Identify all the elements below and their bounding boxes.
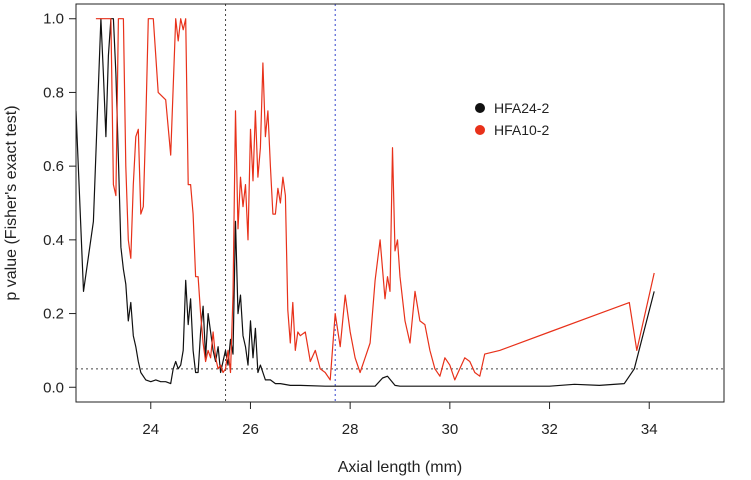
y-tick-label-0.8: 0.8: [43, 84, 64, 101]
x-axis-title: Axial length (mm): [338, 459, 462, 476]
x-axis: 24 26 28 30 32 34: [142, 402, 658, 438]
x-tick-label-34: 34: [641, 421, 658, 438]
x-tick-label-32: 32: [541, 421, 558, 438]
x-tick-label-30: 30: [442, 421, 459, 438]
legend: HFA24-2 HFA10-2: [462, 95, 582, 153]
y-tick-label-0.2: 0.2: [43, 306, 64, 323]
y-tick-label-0.0: 0.0: [43, 379, 64, 396]
legend-label-hfa24-2: HFA24-2: [494, 100, 549, 116]
legend-marker-hfa24-2: [475, 103, 485, 113]
y-axis-title: p value (Fisher's exact test): [3, 105, 20, 300]
series-layer: [76, 18, 655, 387]
x-tick-label-26: 26: [242, 421, 259, 438]
y-tick-label-1.0: 1.0: [43, 11, 64, 28]
reference-lines: [76, 4, 724, 402]
y-tick-label-0.4: 0.4: [43, 232, 64, 249]
plot-frame: [75, 3, 725, 403]
y-tick-label-0.6: 0.6: [43, 158, 64, 175]
y-axis: 0.0 0.2 0.4 0.6 0.8 1.0: [43, 11, 76, 396]
series-line-hfa10-2: [95, 18, 655, 381]
x-tick-label-24: 24: [142, 421, 159, 438]
x-tick-label-28: 28: [342, 421, 359, 438]
series-line-hfa24-2: [76, 18, 655, 387]
legend-marker-hfa10-2: [475, 125, 485, 135]
legend-label-hfa10-2: HFA10-2: [494, 122, 549, 138]
